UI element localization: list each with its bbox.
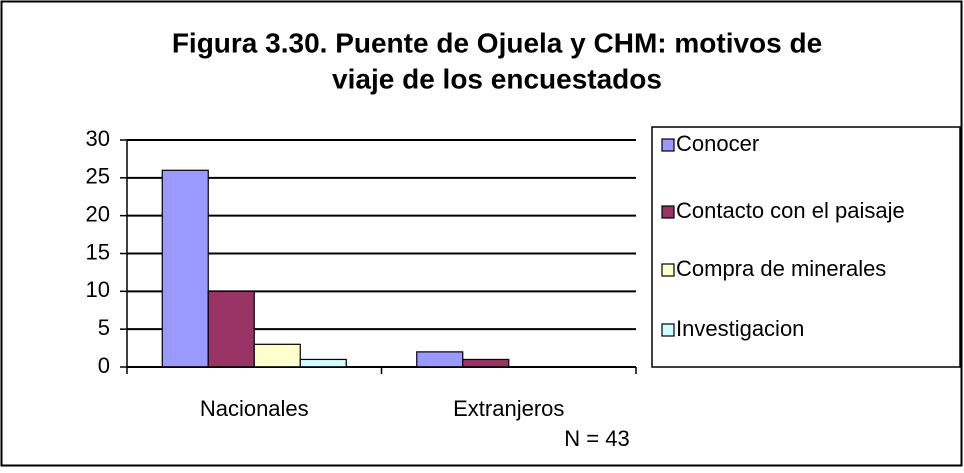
legend-box (651, 126, 961, 368)
legend-swatch (661, 205, 675, 219)
legend-label: Conocer (676, 131, 759, 156)
chart-title: Figura 3.30. Puente de Ojuela y CHM: mot… (172, 27, 822, 58)
bar (416, 351, 464, 368)
y-tick-label: 30 (86, 126, 110, 151)
bar (253, 343, 301, 368)
x-tick-label: Nacionales (200, 396, 309, 421)
y-tick-label: 10 (86, 277, 110, 302)
bar (462, 358, 510, 368)
bar (299, 358, 347, 368)
y-tick-label: 15 (86, 239, 110, 264)
legend-label: Contacto con el paisaje (676, 198, 905, 223)
bar (161, 169, 209, 368)
y-tick-label: 0 (98, 353, 110, 378)
y-tick-label: 25 (86, 164, 110, 189)
legend-label: Investigacion (676, 316, 804, 341)
legend-label: Compra de minerales (676, 256, 886, 281)
y-tick-label: 5 (98, 315, 110, 340)
x-tick-label: Extranjeros (453, 396, 564, 421)
legend-swatch (661, 138, 675, 152)
annotation: N = 43 (564, 426, 629, 451)
chart-subtitle: viaje de los encuestados (332, 63, 662, 94)
legend-swatch (661, 263, 675, 277)
bar (207, 290, 255, 368)
legend-swatch (661, 323, 675, 337)
y-tick-label: 20 (86, 201, 110, 226)
